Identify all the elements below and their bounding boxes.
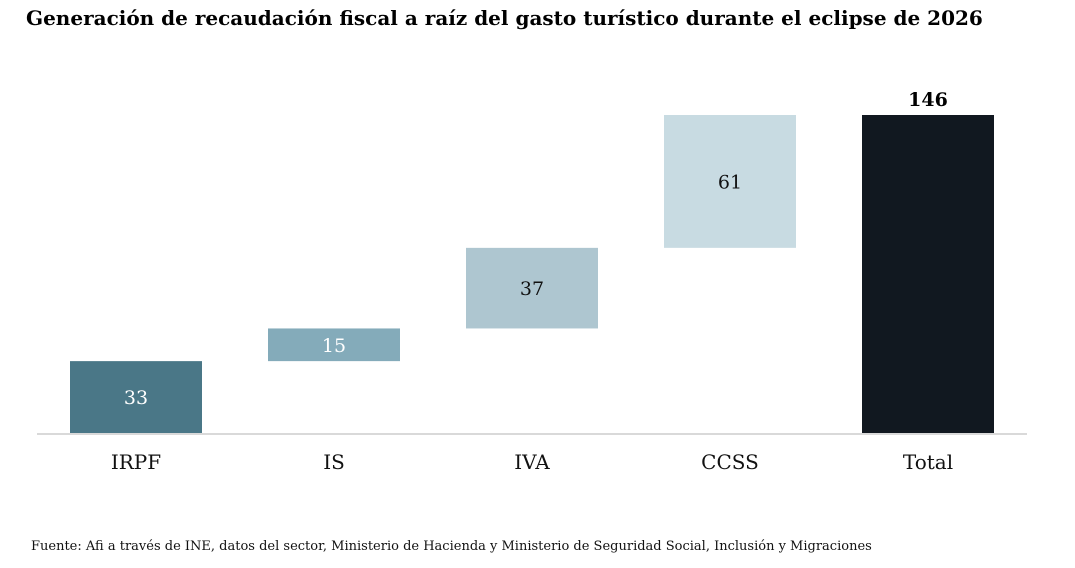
value-label-total: 146 bbox=[908, 89, 948, 111]
category-label-is: IS bbox=[323, 450, 345, 474]
category-label-irpf: IRPF bbox=[111, 450, 161, 474]
bar-ccss bbox=[664, 115, 796, 248]
bar-is bbox=[268, 328, 400, 362]
category-label-total: Total bbox=[903, 450, 953, 474]
value-label-is: 15 bbox=[322, 335, 346, 357]
bar-total bbox=[862, 115, 994, 433]
value-label-iva: 37 bbox=[520, 278, 544, 300]
bar-iva bbox=[466, 247, 598, 329]
category-label-iva: IVA bbox=[514, 450, 550, 474]
chart-title: Generación de recaudación fiscal a raíz … bbox=[26, 6, 983, 30]
value-label-ccss: 61 bbox=[718, 171, 742, 193]
source-note: Fuente: Afi a través de INE, datos del s… bbox=[31, 539, 872, 554]
bar-irpf bbox=[70, 361, 202, 433]
category-label-ccss: CCSS bbox=[701, 450, 759, 474]
labels-group: 33 IRPF 15 IS 37 IVA 61 CCSS 146 Total bbox=[111, 89, 953, 474]
value-label-irpf: 33 bbox=[124, 387, 148, 409]
bars-group bbox=[70, 115, 994, 433]
